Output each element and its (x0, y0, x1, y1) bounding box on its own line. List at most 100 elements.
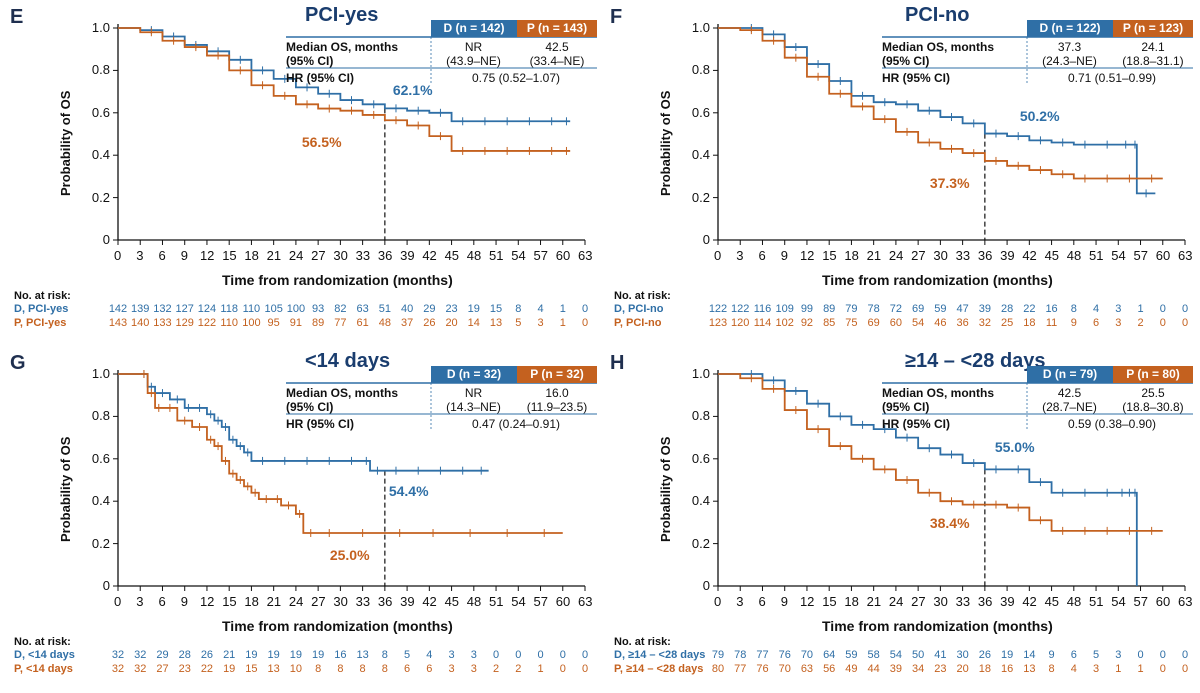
risk-count-p: 25 (1000, 317, 1014, 329)
risk-count-d: 8 (515, 303, 522, 315)
risk-count-d: 26 (200, 649, 214, 661)
risk-count-p: 63 (800, 663, 814, 675)
x-tick-label: 54 (511, 594, 526, 609)
risk-count-d: 139 (131, 303, 150, 315)
risk-count-p: 69 (867, 317, 880, 329)
panel-f: 0 3 6 9 12 15 18 21 24 27 30 33 36 39 42 45 48 51 54 57 60 63… (600, 0, 1200, 346)
risk-count-d: 19 (267, 649, 280, 661)
table-cell-p: (33.4–NE) (529, 54, 585, 68)
panel-label: F (610, 6, 623, 28)
y-tick-label: 0 (102, 232, 110, 247)
risk-count-p: 91 (289, 317, 303, 329)
table-row-label: (95% CI) (882, 54, 930, 68)
risk-count-p: 100 (242, 317, 261, 329)
x-tick-label: 9 (180, 248, 188, 263)
risk-count-p: 46 (934, 317, 947, 329)
label-d-36mo: 50.2% (1019, 107, 1060, 124)
panel-e: 0 3 6 9 12 15 18 21 24 27 30 33 36 39 42 45 48 51 54 57 60 63… (0, 0, 600, 346)
header-d: D (n = 122) (1027, 20, 1113, 37)
x-tick-label: 33 (955, 594, 971, 609)
y-tick-label: 0.4 (91, 147, 110, 163)
table-cell-p: (18.8–31.1) (1122, 54, 1184, 68)
x-tick-label: 24 (888, 594, 904, 609)
risk-count-p: 13 (1023, 663, 1036, 675)
table-cell-d: (24.3–NE) (1042, 54, 1097, 68)
risk-count-d: 16 (1045, 303, 1058, 315)
x-tick-label: 60 (1155, 594, 1171, 609)
risk-count-p: 20 (445, 317, 458, 329)
x-tick-label: 6 (158, 248, 166, 263)
risk-count-d: 8 (1070, 303, 1077, 315)
y-axis-label: Probability of OS (58, 90, 73, 196)
risk-count-d: 3 (1115, 303, 1122, 315)
risk-count-d: 69 (912, 303, 925, 315)
y-axis-label: Probability of OS (658, 90, 673, 196)
y-tick-label: 0.8 (91, 408, 110, 424)
x-tick-label: 42 (1022, 248, 1037, 263)
risk-count-p: 23 (178, 663, 191, 675)
table-hr-value: 0.75 (0.52–1.07) (471, 71, 561, 85)
risk-count-p: 70 (778, 663, 791, 675)
x-tick-label: 18 (244, 248, 259, 263)
y-tick-label: 0.8 (691, 62, 710, 78)
x-tick-label: 12 (799, 594, 815, 609)
risk-count-p: 75 (845, 317, 858, 329)
risk-count-d: 76 (778, 649, 791, 661)
risk-count-d: 8 (381, 649, 388, 661)
risk-count-d: 64 (823, 649, 836, 661)
x-tick-label: 42 (422, 248, 437, 263)
risk-count-p: 89 (312, 317, 325, 329)
x-tick-label: 27 (311, 594, 326, 609)
risk-count-d: 3 (470, 649, 477, 661)
x-tick-label: 30 (933, 594, 948, 609)
panel-g: 0 3 6 9 12 15 18 21 24 27 30 33 36 39 42 45 48 51 54 57 60 63… (0, 346, 600, 692)
risk-count-p: 9 (1070, 317, 1077, 329)
risk-table-title: No. at risk: (614, 636, 671, 648)
risk-count-p: 32 (134, 663, 147, 675)
risk-label-d: D, ≥14 – <28 days (614, 649, 706, 661)
x-tick-label: 3 (736, 594, 744, 609)
risk-count-d: 109 (775, 303, 794, 315)
x-tick-label: 42 (1022, 594, 1037, 609)
x-tick-label: 27 (911, 248, 926, 263)
risk-count-d: 100 (286, 303, 306, 315)
risk-count-d: 3 (1115, 649, 1122, 661)
risk-count-p: 56 (823, 663, 836, 675)
table-cell-d: (14.3–NE) (446, 400, 501, 414)
risk-count-p: 39 (889, 663, 903, 675)
x-tick-label: 0 (714, 248, 722, 263)
risk-count-p: 92 (800, 317, 814, 329)
risk-count-d: 5 (404, 649, 411, 661)
header-d: D (n = 79) (1027, 366, 1113, 383)
risk-label-p: P, ≥14 – <28 days (614, 663, 704, 675)
x-tick-label: 6 (758, 594, 766, 609)
x-tick-label: 12 (799, 248, 815, 263)
risk-count-d: 40 (400, 303, 414, 315)
risk-count-d: 28 (178, 649, 191, 661)
risk-count-p: 54 (912, 317, 925, 329)
risk-count-d: 19 (1000, 649, 1014, 661)
risk-count-d: 28 (1000, 303, 1014, 315)
x-tick-label: 45 (444, 248, 460, 263)
risk-count-p: 4 (1070, 663, 1077, 675)
x-tick-label: 3 (136, 248, 144, 263)
y-tick-label: 0.8 (691, 408, 710, 424)
risk-count-d: 105 (264, 303, 283, 315)
risk-count-d: 142 (108, 303, 128, 315)
risk-count-p: 3 (1092, 663, 1100, 675)
x-tick-label: 33 (355, 248, 371, 263)
x-tick-label: 12 (199, 248, 215, 263)
y-tick-label: 1.0 (691, 20, 710, 35)
risk-count-p: 3 (1115, 317, 1122, 329)
risk-count-p: 1 (1115, 663, 1122, 675)
table-hr-value: 0.71 (0.51–0.99) (1067, 71, 1157, 85)
risk-count-p: 85 (823, 317, 836, 329)
risk-count-d: 19 (467, 303, 480, 315)
risk-count-d: 6 (1070, 649, 1077, 661)
panel-title: PCI-yes (305, 4, 379, 26)
risk-count-p: 23 (934, 663, 947, 675)
risk-count-p: 8 (359, 663, 366, 675)
x-tick-label: 9 (780, 248, 788, 263)
panel-label: H (610, 352, 625, 374)
risk-count-p: 80 (711, 663, 725, 675)
